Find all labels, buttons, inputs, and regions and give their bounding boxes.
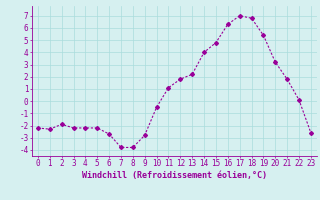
X-axis label: Windchill (Refroidissement éolien,°C): Windchill (Refroidissement éolien,°C) [82, 171, 267, 180]
